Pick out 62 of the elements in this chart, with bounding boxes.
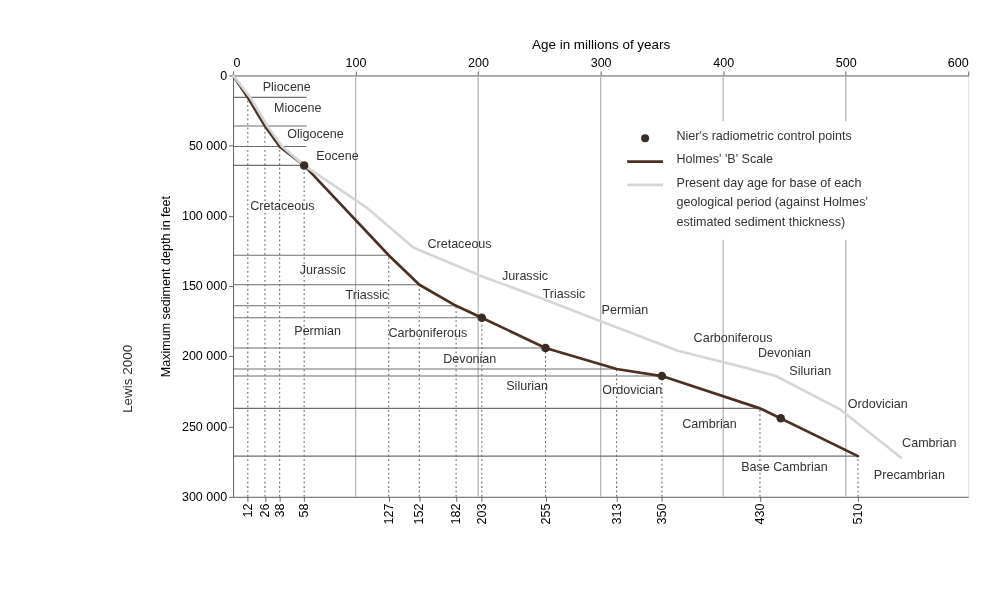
x-tick-label: 255 — [538, 503, 553, 525]
x2-tick-label: 500 — [835, 55, 857, 70]
y-tick-label: 150 000 — [181, 279, 228, 294]
x-tick-label: 430 — [752, 503, 767, 525]
annotation: Devonian — [443, 351, 497, 366]
annotation: Cambrian — [682, 416, 737, 431]
legend-label: Holmes' 'B' Scale — [676, 152, 773, 167]
annotation: Cretaceous — [250, 198, 315, 213]
point — [776, 413, 786, 423]
annotation: Permian — [294, 324, 342, 339]
annotation: Triassic — [345, 288, 389, 303]
x-tick-label: 26 — [257, 503, 272, 518]
y-tick-label: 200 000 — [181, 349, 228, 364]
annotation: Carboniferous — [693, 331, 773, 346]
y-tick-label: 250 000 — [181, 419, 228, 434]
x-tick-label: 313 — [609, 503, 624, 525]
annotation: Miocene — [274, 101, 322, 116]
x-tick-label: 182 — [449, 503, 464, 525]
y-tick-label: 50 000 — [188, 138, 228, 153]
x-tick-label: 127 — [381, 503, 396, 525]
x-tick-label: 58 — [297, 503, 312, 518]
point — [299, 161, 309, 170]
annotation: Cambrian — [902, 435, 957, 450]
annotation: Eocene — [316, 149, 359, 164]
x-tick-label: 38 — [272, 503, 287, 518]
annotation: Jurassic — [299, 263, 346, 278]
point — [541, 343, 550, 353]
x2-tick-label: 400 — [713, 55, 735, 70]
annotation: Jurassic — [501, 269, 548, 284]
x-tick-label: 203 — [474, 503, 489, 525]
annotation: Devonian — [757, 346, 811, 361]
x-tick-label: 350 — [654, 503, 669, 525]
legend-label: Present day age for base of each geological period (against Holmes' estimated sediment thickness) — [676, 175, 868, 230]
y-tick-label: 0 — [220, 68, 228, 83]
x2-tick-label: 100 — [345, 55, 367, 70]
x2-tick-label: 0 — [233, 55, 241, 70]
x-tick-label: 510 — [851, 503, 865, 525]
annotation: Pliocene — [262, 80, 311, 95]
annotation: Oligocene — [287, 127, 344, 142]
annotation: Ordovician — [847, 396, 908, 411]
x2-tick-label: 600 — [947, 55, 969, 70]
annotation: Cretaceous — [427, 237, 492, 252]
annotation: Silurian — [789, 364, 832, 379]
x-tick-label: 12 — [240, 503, 255, 518]
y-tick-label: 300 000 — [181, 489, 228, 504]
annotation: Silurian — [506, 378, 549, 393]
y-axis-title: Maximum sediment depth in feet — [159, 195, 174, 378]
x2-axis-title: Age in millions of years — [532, 37, 671, 53]
annotation: Triassic — [542, 287, 586, 302]
point — [477, 313, 487, 323]
text: Lewis 2000 — [119, 344, 135, 413]
x2-tick-label: 300 — [590, 55, 612, 70]
annotation: Base Cambrian — [741, 459, 828, 474]
x-tick-label: 152 — [412, 503, 427, 525]
y-tick-label: 100 000 — [181, 208, 228, 223]
annotation: Precambrian — [873, 468, 946, 483]
annotation: Ordovician — [602, 382, 663, 397]
legend-label: Nier's radiometric control points — [676, 129, 852, 144]
x2-tick-label: 200 — [468, 55, 490, 70]
point — [657, 371, 667, 381]
annotation: Permian — [601, 302, 649, 317]
annotation: Carboniferous — [388, 326, 468, 341]
